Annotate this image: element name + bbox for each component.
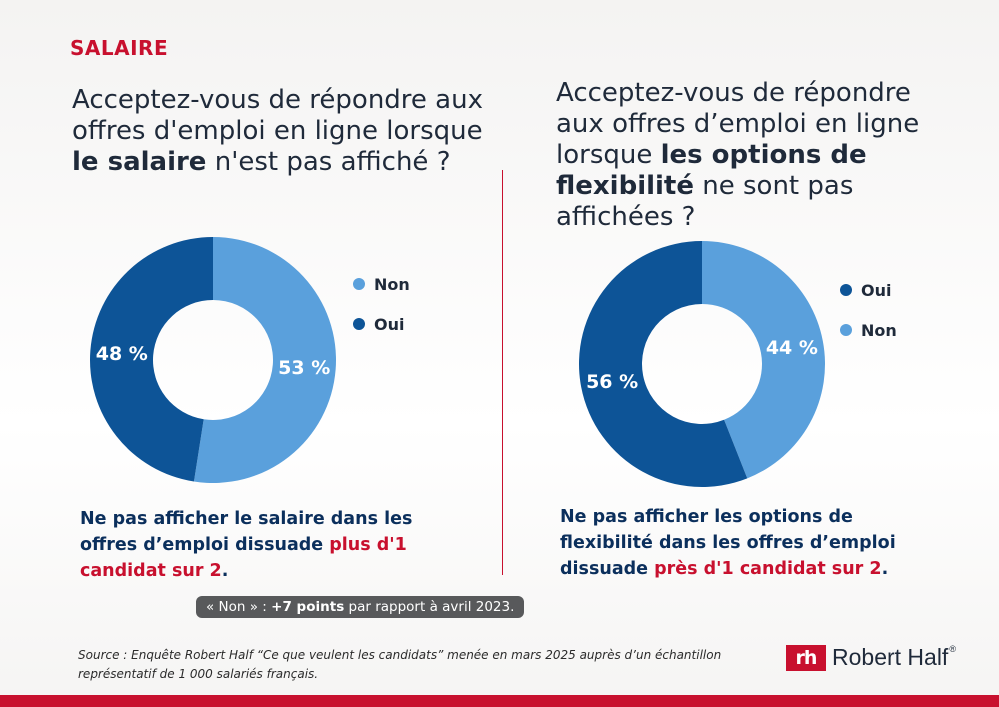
takeaway-left: Ne pas afficher le salaire dans les offr… bbox=[80, 506, 460, 584]
robert-half-logo: rh Robert Half® bbox=[786, 644, 956, 671]
legend-label: Non bbox=[861, 320, 897, 340]
question-left: Acceptez-vous de répondre aux offres d'e… bbox=[72, 85, 492, 178]
legend-label: Oui bbox=[374, 314, 405, 334]
donut-data-label: 56 % bbox=[586, 371, 638, 393]
bottom-accent-bar bbox=[0, 695, 999, 707]
note-suffix: par rapport à avril 2023. bbox=[344, 599, 515, 615]
question-right-keyword: les options de flexibilité bbox=[556, 140, 867, 201]
legend-swatch bbox=[840, 324, 852, 336]
logo-mark: rh bbox=[786, 644, 826, 671]
logo-text: Robert Half® bbox=[832, 644, 956, 671]
legend-swatch bbox=[353, 278, 365, 290]
legend-item-oui: Oui bbox=[353, 314, 410, 334]
note-bold: +7 points bbox=[271, 599, 345, 615]
legend-swatch bbox=[353, 318, 365, 330]
takeaway-right-highlight: près d'1 candidat sur 2 bbox=[654, 559, 882, 579]
source-note: Source : Enquête Robert Half “Ce que veu… bbox=[78, 648, 722, 681]
question-left-text-1: Acceptez-vous de répondre aux offres d'e… bbox=[72, 85, 483, 146]
takeaway-left-highlight: plus d'1 candidat sur 2 bbox=[80, 535, 407, 581]
donut-data-label: 48 % bbox=[96, 343, 148, 365]
donut-data-label: 44 % bbox=[766, 337, 818, 359]
legend-right: Oui Non bbox=[840, 280, 897, 360]
donut-slice-non bbox=[702, 241, 825, 479]
legend-swatch bbox=[840, 284, 852, 296]
column-divider bbox=[502, 170, 503, 575]
legend-label: Oui bbox=[861, 280, 892, 300]
donut-slice-non bbox=[193, 237, 337, 483]
legend-item-non: Non bbox=[353, 274, 410, 294]
donut-slice-oui bbox=[90, 237, 213, 482]
donut-slice-oui bbox=[579, 241, 748, 487]
question-right-text-1: Acceptez-vous de répondre aux offres d’e… bbox=[556, 78, 920, 170]
donut-chart-flexibility: 44 % 56 % bbox=[579, 241, 825, 487]
question-right-text-2: ne sont pas affichées ? bbox=[556, 171, 854, 232]
comparison-note: « Non » : +7 points par rapport à avril … bbox=[196, 596, 525, 618]
takeaway-right: Ne pas afficher les options de flexibili… bbox=[560, 504, 940, 582]
note-prefix: « Non » : bbox=[206, 599, 272, 615]
question-left-keyword: le salaire bbox=[72, 147, 207, 177]
takeaway-right-end: . bbox=[881, 559, 889, 579]
legend-item-oui: Oui bbox=[840, 280, 897, 300]
takeaway-left-end: . bbox=[221, 561, 229, 581]
question-right: Acceptez-vous de répondre aux offres d’e… bbox=[556, 78, 956, 233]
takeaway-right-text: Ne pas afficher les options de flexibili… bbox=[560, 507, 896, 579]
question-left-text-2: n'est pas affiché ? bbox=[206, 147, 451, 177]
logo-registered: ® bbox=[949, 644, 956, 654]
legend-label: Non bbox=[374, 274, 410, 294]
donut-chart-salary: 53 % 48 % bbox=[90, 237, 337, 483]
takeaway-left-text: Ne pas afficher le salaire dans les offr… bbox=[80, 509, 413, 555]
section-tag: SALAIRE bbox=[70, 36, 169, 60]
donut-data-label: 53 % bbox=[278, 357, 330, 379]
legend-item-non: Non bbox=[840, 320, 897, 340]
logo-name: Robert Half bbox=[832, 644, 949, 670]
legend-left: Non Oui bbox=[353, 274, 410, 354]
